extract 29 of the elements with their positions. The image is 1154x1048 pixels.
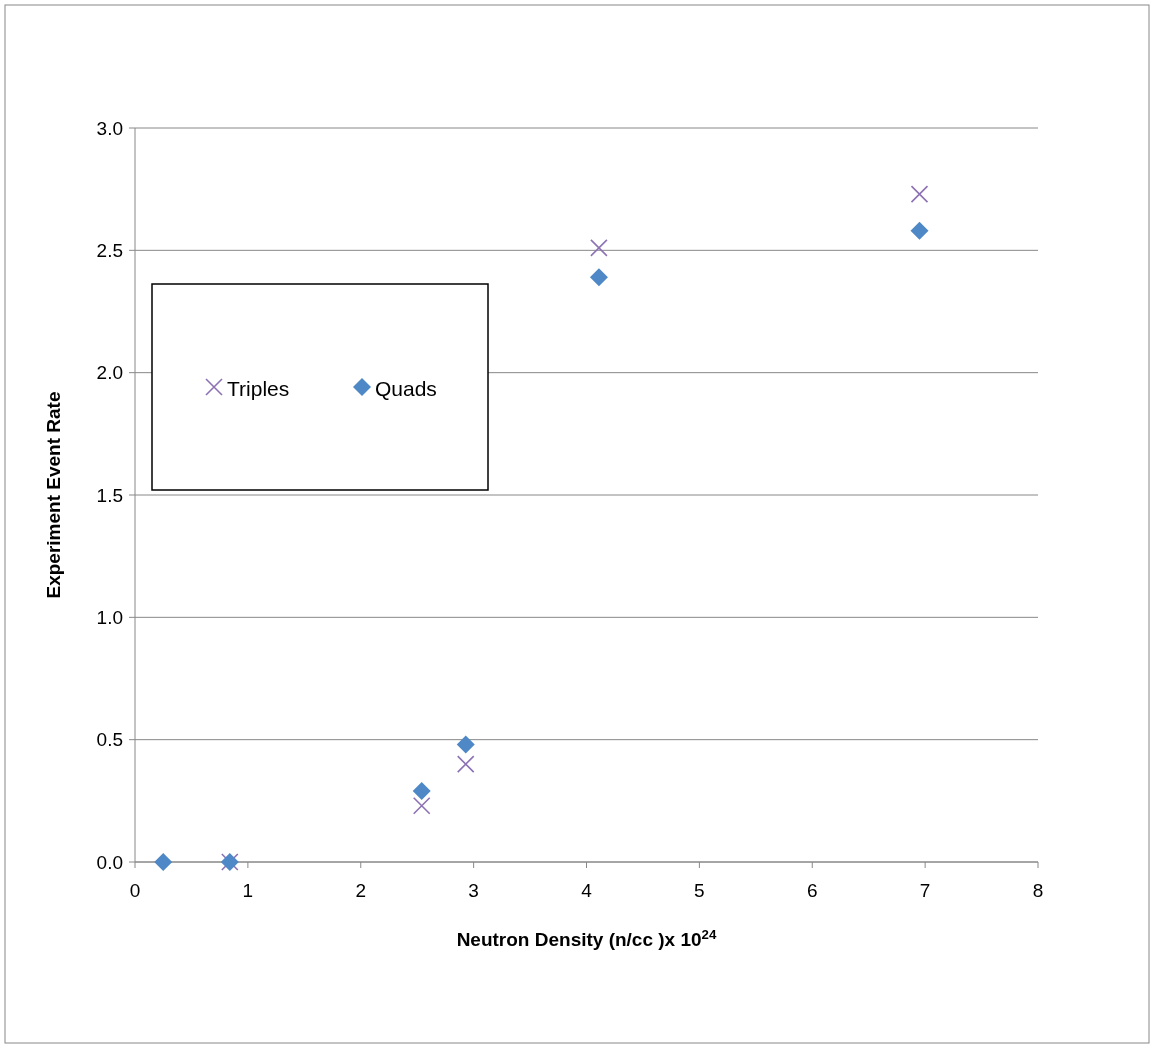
x-tick-label: 8 — [1032, 880, 1044, 901]
point — [456, 735, 475, 754]
x-tick-label: 5 — [694, 880, 705, 901]
y-axis-title: Experiment Event Rate — [43, 391, 64, 599]
y-tick-label: 1.5 — [96, 484, 123, 506]
y-tick-label: 0.0 — [96, 851, 123, 873]
x-tick-label: 2 — [355, 880, 367, 901]
y-tick-label: 0.5 — [96, 729, 123, 751]
y-tick-label: 1.0 — [96, 606, 123, 628]
x-tick-label: 7 — [919, 880, 931, 901]
point — [589, 268, 608, 287]
point — [910, 221, 929, 240]
x-tick-label: 6 — [806, 880, 818, 901]
x-tick-label: 3 — [468, 880, 479, 901]
y-tick-label: 3.0 — [96, 117, 123, 139]
point — [590, 239, 608, 257]
legend-label: Triples — [227, 377, 290, 401]
point — [412, 796, 431, 815]
legend-label: Quads — [375, 377, 437, 401]
x-tick-label: 4 — [581, 880, 593, 901]
x-axis-title: Neutron Density (n/cc )x 10$^{24}$ — [456, 926, 717, 950]
point — [154, 853, 173, 871]
point — [910, 185, 929, 203]
x-tick-label: 1 — [242, 880, 254, 901]
x-tick-label: 0 — [129, 880, 141, 901]
y-tick-label: 2.0 — [96, 362, 123, 384]
y-tick-label: 2.5 — [96, 239, 123, 261]
point — [412, 782, 431, 801]
point — [456, 755, 475, 773]
